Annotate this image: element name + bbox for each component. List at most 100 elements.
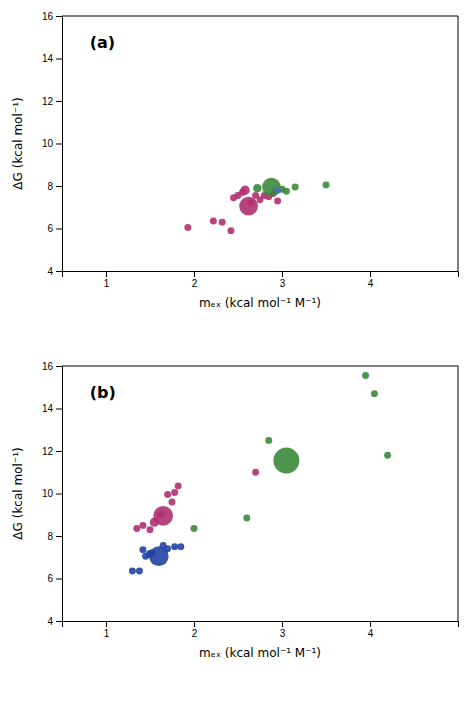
tick-mark (282, 271, 283, 277)
tick-label: 10 (42, 138, 54, 149)
y-axis-title: ΔG (kcal mol⁻¹) (11, 447, 25, 539)
tick-mark (56, 494, 62, 495)
point (191, 525, 198, 532)
tick: 12 (42, 96, 62, 107)
x-axis-title: mₑₓ (kcal mol⁻¹ M⁻¹) (199, 646, 321, 660)
panel: 123446810121416mₑₓ (kcal mol⁻¹ M⁻¹)ΔG (k… (11, 361, 459, 660)
tick-mark (56, 579, 62, 580)
panel-title: (b) (90, 383, 116, 402)
point (147, 526, 154, 533)
point (292, 184, 299, 191)
tick-label: 1 (104, 278, 110, 289)
tick-mark (56, 101, 62, 102)
point (153, 506, 173, 526)
point (139, 522, 146, 529)
tick: 6 (47, 573, 62, 584)
tick-mark (56, 16, 62, 17)
axis-line (56, 367, 63, 622)
tick-label: 6 (47, 223, 53, 234)
tick-mark (56, 59, 62, 60)
point (129, 568, 136, 575)
tick: 8 (47, 181, 62, 192)
tick-mark (56, 229, 62, 230)
y-axis: 4 6 8 10 12 14 16 (42, 11, 63, 277)
tick: 4 (47, 266, 62, 277)
point (362, 372, 369, 379)
tick-mark (370, 621, 371, 627)
point (239, 197, 258, 216)
tick-mark (56, 366, 62, 367)
tick: 8 (47, 531, 62, 542)
point (139, 546, 146, 553)
tick-label: 4 (47, 616, 53, 627)
tick-label: 14 (42, 53, 54, 64)
tick: 3 (280, 621, 286, 639)
point (265, 437, 272, 444)
point (169, 499, 176, 506)
point (219, 219, 226, 226)
tick-mark (370, 271, 371, 277)
tick: 4 (47, 616, 62, 627)
point (133, 525, 140, 532)
tick-label: 12 (42, 96, 54, 107)
chart-root: 123446810121416mₑₓ (kcal mol⁻¹ M⁻¹)ΔG (k… (0, 0, 474, 711)
tick-label: 3 (280, 628, 286, 639)
point (227, 227, 234, 234)
point (323, 181, 330, 188)
tick-mark (282, 621, 283, 627)
tick-mark (106, 271, 107, 277)
frame (458, 16, 459, 271)
tick-label: 16 (42, 361, 54, 372)
frame (62, 366, 458, 367)
tick-mark (56, 409, 62, 410)
tick-mark (56, 451, 62, 452)
point (177, 543, 184, 550)
tick-mark (56, 186, 62, 187)
x-axis-title: mₑₓ (kcal mol⁻¹ M⁻¹) (199, 296, 321, 310)
point (253, 184, 261, 192)
tick: 16 (42, 11, 62, 22)
tick-label: 16 (42, 11, 54, 22)
tick-mark (194, 621, 195, 627)
tick-label: 4 (368, 628, 374, 639)
point (171, 543, 178, 550)
point (240, 186, 249, 195)
point (371, 390, 378, 397)
tick-label: 12 (42, 446, 54, 457)
tick-label: 6 (47, 573, 53, 584)
tick-label: 4 (368, 278, 374, 289)
frame (62, 16, 458, 17)
point (274, 187, 281, 194)
tick: 10 (42, 138, 62, 149)
tick: 10 (42, 488, 62, 499)
x-axis: 1234 (63, 621, 459, 639)
tick-mark (56, 144, 62, 145)
points (184, 178, 329, 234)
tick-label: 4 (47, 266, 53, 277)
tick-label: 2 (192, 278, 198, 289)
point (252, 469, 259, 476)
panel-title: (a) (90, 33, 115, 52)
tick-mark (56, 621, 62, 622)
point (136, 568, 143, 575)
tick: 14 (42, 403, 62, 414)
axis-line (56, 17, 63, 272)
x-axis: 1 2 3 4 (63, 271, 459, 289)
axis-line (63, 622, 459, 628)
point (273, 448, 299, 474)
tick-label: 14 (42, 403, 54, 414)
point (184, 224, 191, 231)
tick-label: 2 (192, 628, 198, 639)
tick-label: 8 (47, 531, 53, 542)
tick: 6 (47, 223, 62, 234)
tick-mark (194, 271, 195, 277)
tick-label: 3 (280, 278, 286, 289)
tick: 4 (368, 271, 374, 289)
point (248, 200, 255, 207)
frame (458, 366, 459, 621)
tick: 2 (192, 271, 198, 289)
point (171, 489, 178, 496)
points (129, 372, 391, 574)
tick: 12 (42, 446, 62, 457)
point (262, 178, 281, 197)
